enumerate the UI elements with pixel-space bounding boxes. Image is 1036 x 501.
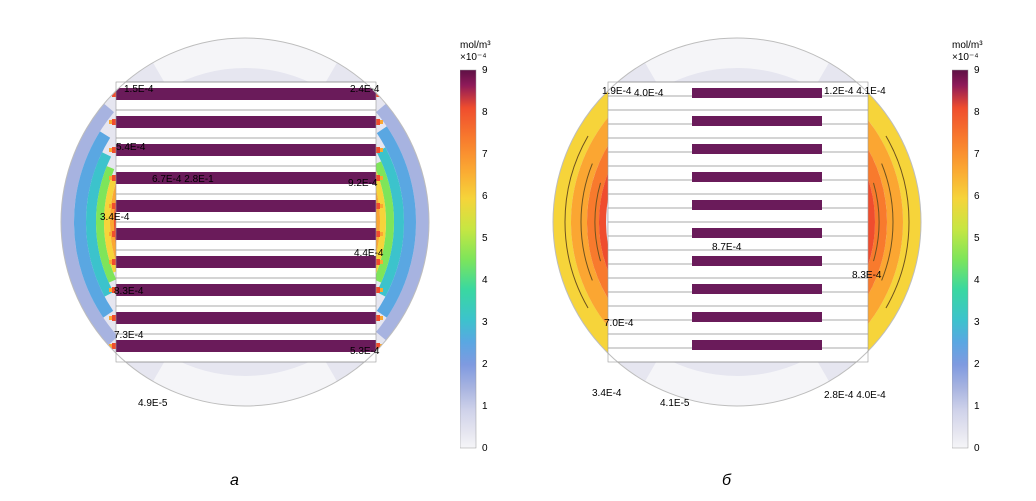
svg-text:3: 3 xyxy=(482,317,488,328)
caption-a: а xyxy=(230,472,239,490)
value-label: 9.2E-4 xyxy=(348,178,377,189)
svg-text:8: 8 xyxy=(974,107,980,118)
svg-text:4: 4 xyxy=(974,275,980,286)
value-label: 8.3E-4 xyxy=(114,286,143,297)
panel-a: 1.5E-4 2.4E-4 5.4E-4 9.2E-4 6.7E-4 2.8E-1 3.4… xyxy=(60,26,430,440)
value-label: 2.4E-4 xyxy=(350,84,379,95)
svg-text:8: 8 xyxy=(482,107,488,118)
value-label: 5.3E-4 xyxy=(350,346,379,357)
value-label: 4.9E-5 xyxy=(138,398,167,409)
svg-text:9: 9 xyxy=(974,65,980,76)
svg-text:1: 1 xyxy=(974,401,980,412)
svg-text:2: 2 xyxy=(482,359,488,370)
value-label: 8.3E-4 xyxy=(852,270,881,281)
figure-stage: 1.5E-4 2.4E-4 5.4E-4 9.2E-4 6.7E-4 2.8E-1 3.4… xyxy=(0,0,1036,501)
svg-text:9: 9 xyxy=(482,65,488,76)
caption-b: б xyxy=(722,472,731,490)
svg-text:7: 7 xyxy=(482,149,488,160)
value-label: 1.5E-4 xyxy=(124,84,153,95)
value-label: 7.3E-4 xyxy=(114,330,143,341)
panel-b: 1.9E-44.0E-4 1.2E-4 4.1E-4 8.7E-4 8.3E-4 7.0… xyxy=(552,26,922,440)
svg-text:×10⁻⁴: ×10⁻⁴ xyxy=(952,52,979,63)
svg-text:7: 7 xyxy=(974,149,980,160)
svg-text:6: 6 xyxy=(974,191,980,202)
value-label: 4.4E-4 xyxy=(354,248,383,259)
value-label: 4.1E-5 xyxy=(660,398,689,409)
svg-text:mol/m³: mol/m³ xyxy=(952,40,983,51)
svg-text:2: 2 xyxy=(974,359,980,370)
svg-text:×10⁻⁴: ×10⁻⁴ xyxy=(460,52,487,63)
value-label: 8.7E-4 xyxy=(712,242,741,253)
svg-text:5: 5 xyxy=(482,233,488,244)
svg-text:3: 3 xyxy=(974,317,980,328)
value-label: 1.9E-4 xyxy=(602,86,631,97)
svg-text:1: 1 xyxy=(482,401,488,412)
svg-text:0: 0 xyxy=(482,443,488,454)
value-label: 7.0E-4 xyxy=(604,318,633,329)
svg-text:4: 4 xyxy=(482,275,488,286)
value-label: 4.0E-4 xyxy=(634,88,663,99)
value-label: 1.2E-4 4.1E-4 xyxy=(824,86,886,97)
svg-text:mol/m³: mol/m³ xyxy=(460,40,491,51)
svg-text:6: 6 xyxy=(482,191,488,202)
colorbar: mol/m³×10⁻⁴ 0 1 2 3 4 5 6 7 8 9 xyxy=(952,36,1022,454)
value-label: 3.4E-4 xyxy=(592,388,621,399)
svg-text:0: 0 xyxy=(974,443,980,454)
value-label: 2.8E-4 4.0E-4 xyxy=(824,390,886,401)
value-label: 3.4E-4 xyxy=(100,212,129,223)
svg-text:5: 5 xyxy=(974,233,980,244)
value-label: 5.4E-4 xyxy=(116,142,145,153)
colorbar: mol/m³×10⁻⁴ 0 1 2 3 4 5 6 7 8 9 xyxy=(460,36,530,454)
value-label: 6.7E-4 2.8E-1 xyxy=(152,174,214,185)
